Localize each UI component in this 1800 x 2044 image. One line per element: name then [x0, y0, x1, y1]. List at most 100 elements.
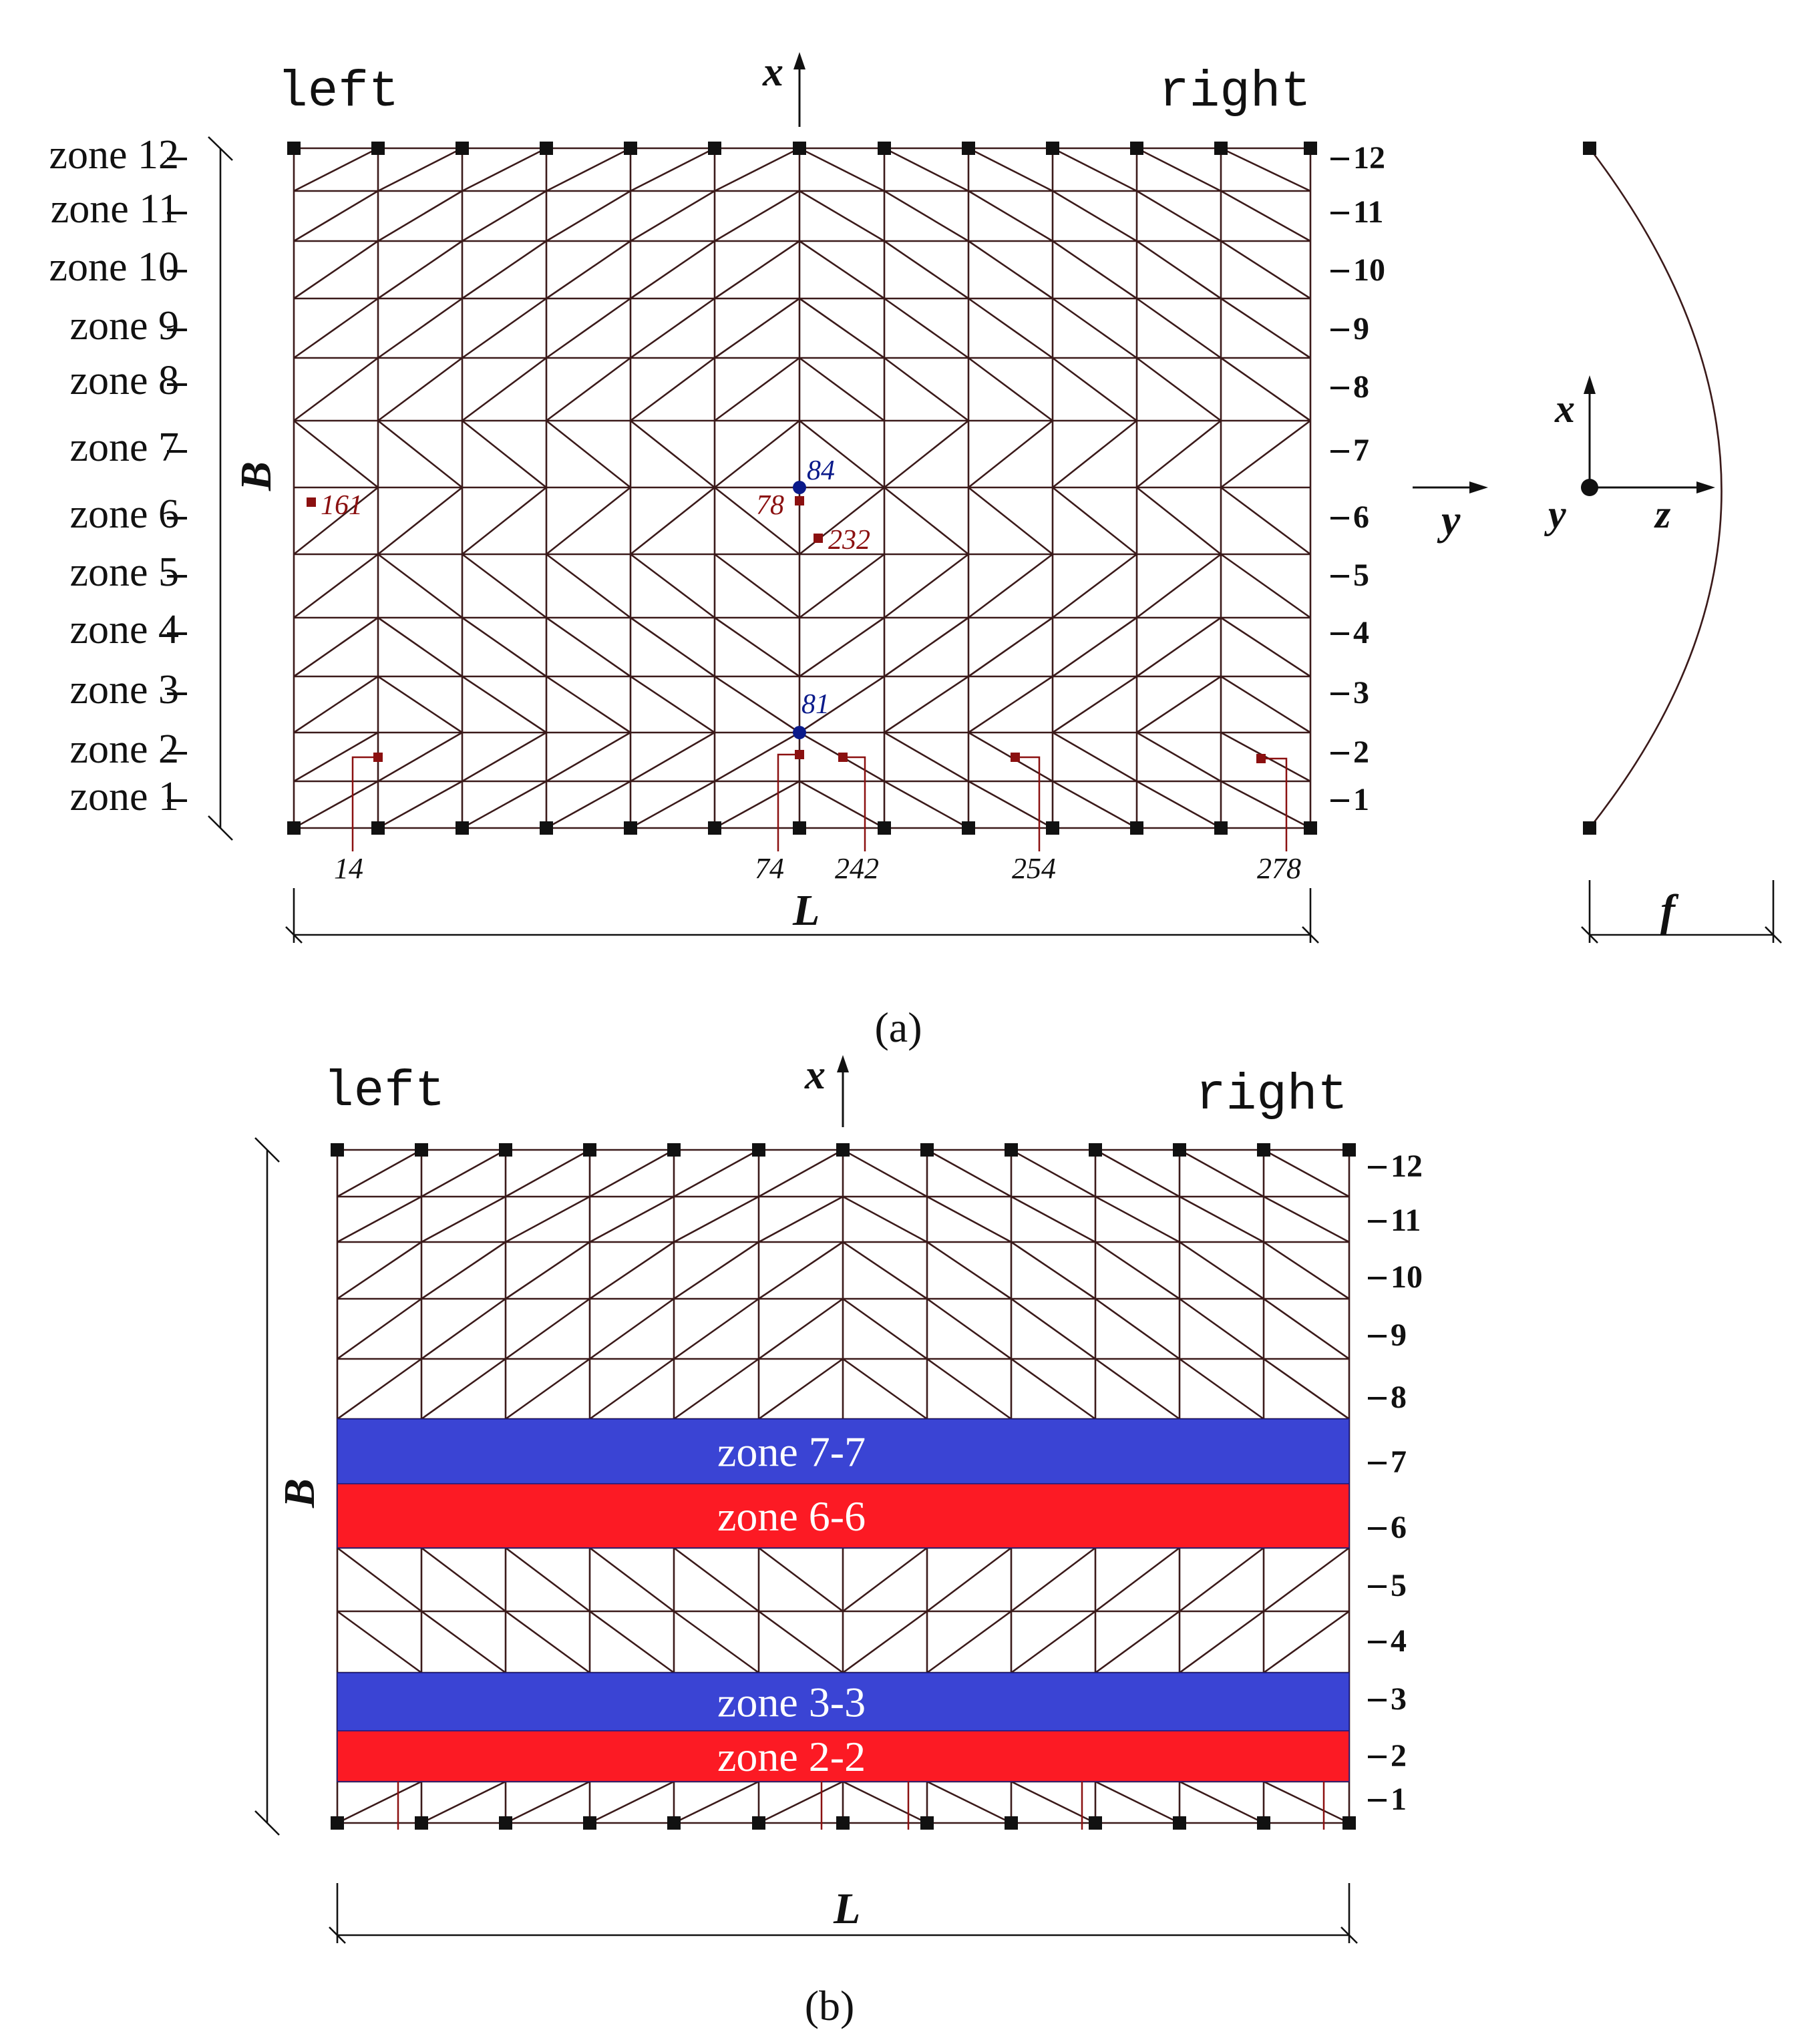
mesh-diagonal [421, 1297, 506, 1360]
mesh-diagonal [377, 357, 463, 422]
support-node [752, 1816, 765, 1830]
mesh-diagonal [1136, 731, 1222, 783]
mesh-diagonal [842, 1297, 928, 1360]
zone-band-label: zone 7-7 [717, 1428, 866, 1476]
mesh-diagonal [1179, 1195, 1264, 1243]
mesh-diagonal [293, 616, 379, 678]
mesh-diagonal [1136, 357, 1222, 422]
panel-a-plan-y-arrow [1413, 481, 1488, 493]
mesh-diagonal [377, 297, 463, 359]
panel-b-zone-bands: zone 7-7 zone 6-6 zone 3-3 zone 2-2 [337, 1418, 1350, 1782]
mesh-diagonal [842, 1149, 928, 1198]
zone-label: zone 3 [69, 667, 179, 712]
mesh-diagonal [589, 1241, 675, 1300]
mesh-diagonal [1263, 1610, 1350, 1674]
row-label: 9 [1391, 1317, 1407, 1353]
node-leader-line [843, 756, 866, 851]
node-marker [793, 726, 806, 739]
mesh-diagonal [293, 190, 379, 242]
mesh-diagonal [714, 419, 800, 489]
support-node [1046, 142, 1059, 155]
zone-label: zone 9 [69, 303, 179, 349]
zone-label: zone 2 [69, 727, 179, 772]
mesh-diagonal [421, 1358, 506, 1420]
zone-band [337, 1730, 1350, 1782]
mesh-diagonal [630, 780, 715, 829]
support-node [456, 142, 469, 155]
support-node [371, 821, 385, 835]
node-label: 242 [835, 852, 879, 885]
mesh-diagonal [714, 297, 800, 359]
mesh-diagonal [968, 357, 1053, 422]
mesh-diagonal [377, 553, 463, 619]
zone-band-label: zone 6-6 [717, 1492, 866, 1540]
support-node [583, 1816, 596, 1830]
mesh-diagonal [462, 240, 547, 300]
mesh-diagonal [884, 553, 969, 619]
mesh-diagonal [1220, 675, 1311, 734]
mesh-diagonal [926, 1297, 1012, 1360]
mesh-diagonal [1179, 1297, 1264, 1360]
panel-a-dimension-b [208, 136, 233, 841]
mesh-diagonal [1095, 1149, 1180, 1198]
mesh-diagonal [1220, 780, 1311, 829]
panel-b-left-label: left [323, 1063, 445, 1120]
mesh-diagonal [1179, 1780, 1264, 1824]
mesh-diagonal [758, 1149, 844, 1198]
mesh-diagonal [799, 419, 885, 489]
mesh-diagonal [1136, 240, 1222, 300]
panel-a-dimension-l [285, 888, 1319, 944]
mesh-diagonal [630, 553, 715, 619]
mesh-diagonal [293, 357, 379, 422]
panel-b-red-ticks [397, 1782, 1325, 1830]
support-node [1130, 142, 1143, 155]
mesh-diagonal [377, 419, 463, 489]
mesh-diagonal [589, 1547, 675, 1613]
mesh-diagonal [884, 147, 969, 192]
mesh-diagonal [546, 616, 631, 678]
mesh-diagonal [799, 190, 885, 242]
mesh-diagonal [1052, 419, 1137, 489]
support-node [1089, 1816, 1102, 1830]
mesh-diagonal [505, 1149, 590, 1198]
support-node [920, 1143, 934, 1157]
support-node [415, 1143, 428, 1157]
support-node [1005, 1816, 1018, 1830]
section-support-node [1583, 142, 1596, 155]
support-node [624, 821, 637, 835]
mesh-diagonal [1052, 780, 1137, 829]
mesh-diagonal [968, 553, 1053, 619]
mesh-diagonal [1220, 297, 1311, 359]
support-node [962, 821, 975, 835]
support-node [1130, 821, 1143, 835]
mesh-diagonal [1179, 1149, 1264, 1198]
mesh-diagonal [462, 553, 547, 619]
mesh-diagonal [714, 147, 800, 192]
support-node [1214, 142, 1228, 155]
support-node [287, 142, 301, 155]
mesh-diagonal [1095, 1780, 1180, 1824]
mesh-diagonal [377, 240, 463, 300]
support-node [1257, 1816, 1270, 1830]
mesh-diagonal [968, 486, 1053, 556]
mesh-diagonal [421, 1780, 506, 1824]
mesh-diagonal [673, 1241, 759, 1300]
mesh-diagonal [337, 1195, 422, 1243]
section-axis-z-label: z [1654, 492, 1671, 536]
panel-a-section-view [1581, 142, 1782, 944]
zone-label: zone 12 [49, 132, 179, 178]
mesh-diagonal [462, 675, 547, 734]
panel-b-x-axis-label: x [804, 1052, 826, 1098]
mesh-diagonal [546, 297, 631, 359]
mesh-diagonal [1136, 486, 1222, 556]
mesh-diagonal [293, 731, 379, 783]
zone-label: zone 11 [51, 186, 179, 232]
mesh-diagonal [758, 1195, 844, 1243]
mesh-diagonal [758, 1358, 844, 1420]
mesh-diagonal [714, 731, 800, 783]
mesh-diagonal [546, 147, 631, 192]
support-node [624, 142, 637, 155]
mesh-diagonal [589, 1195, 675, 1243]
node-leader-line [351, 756, 378, 851]
